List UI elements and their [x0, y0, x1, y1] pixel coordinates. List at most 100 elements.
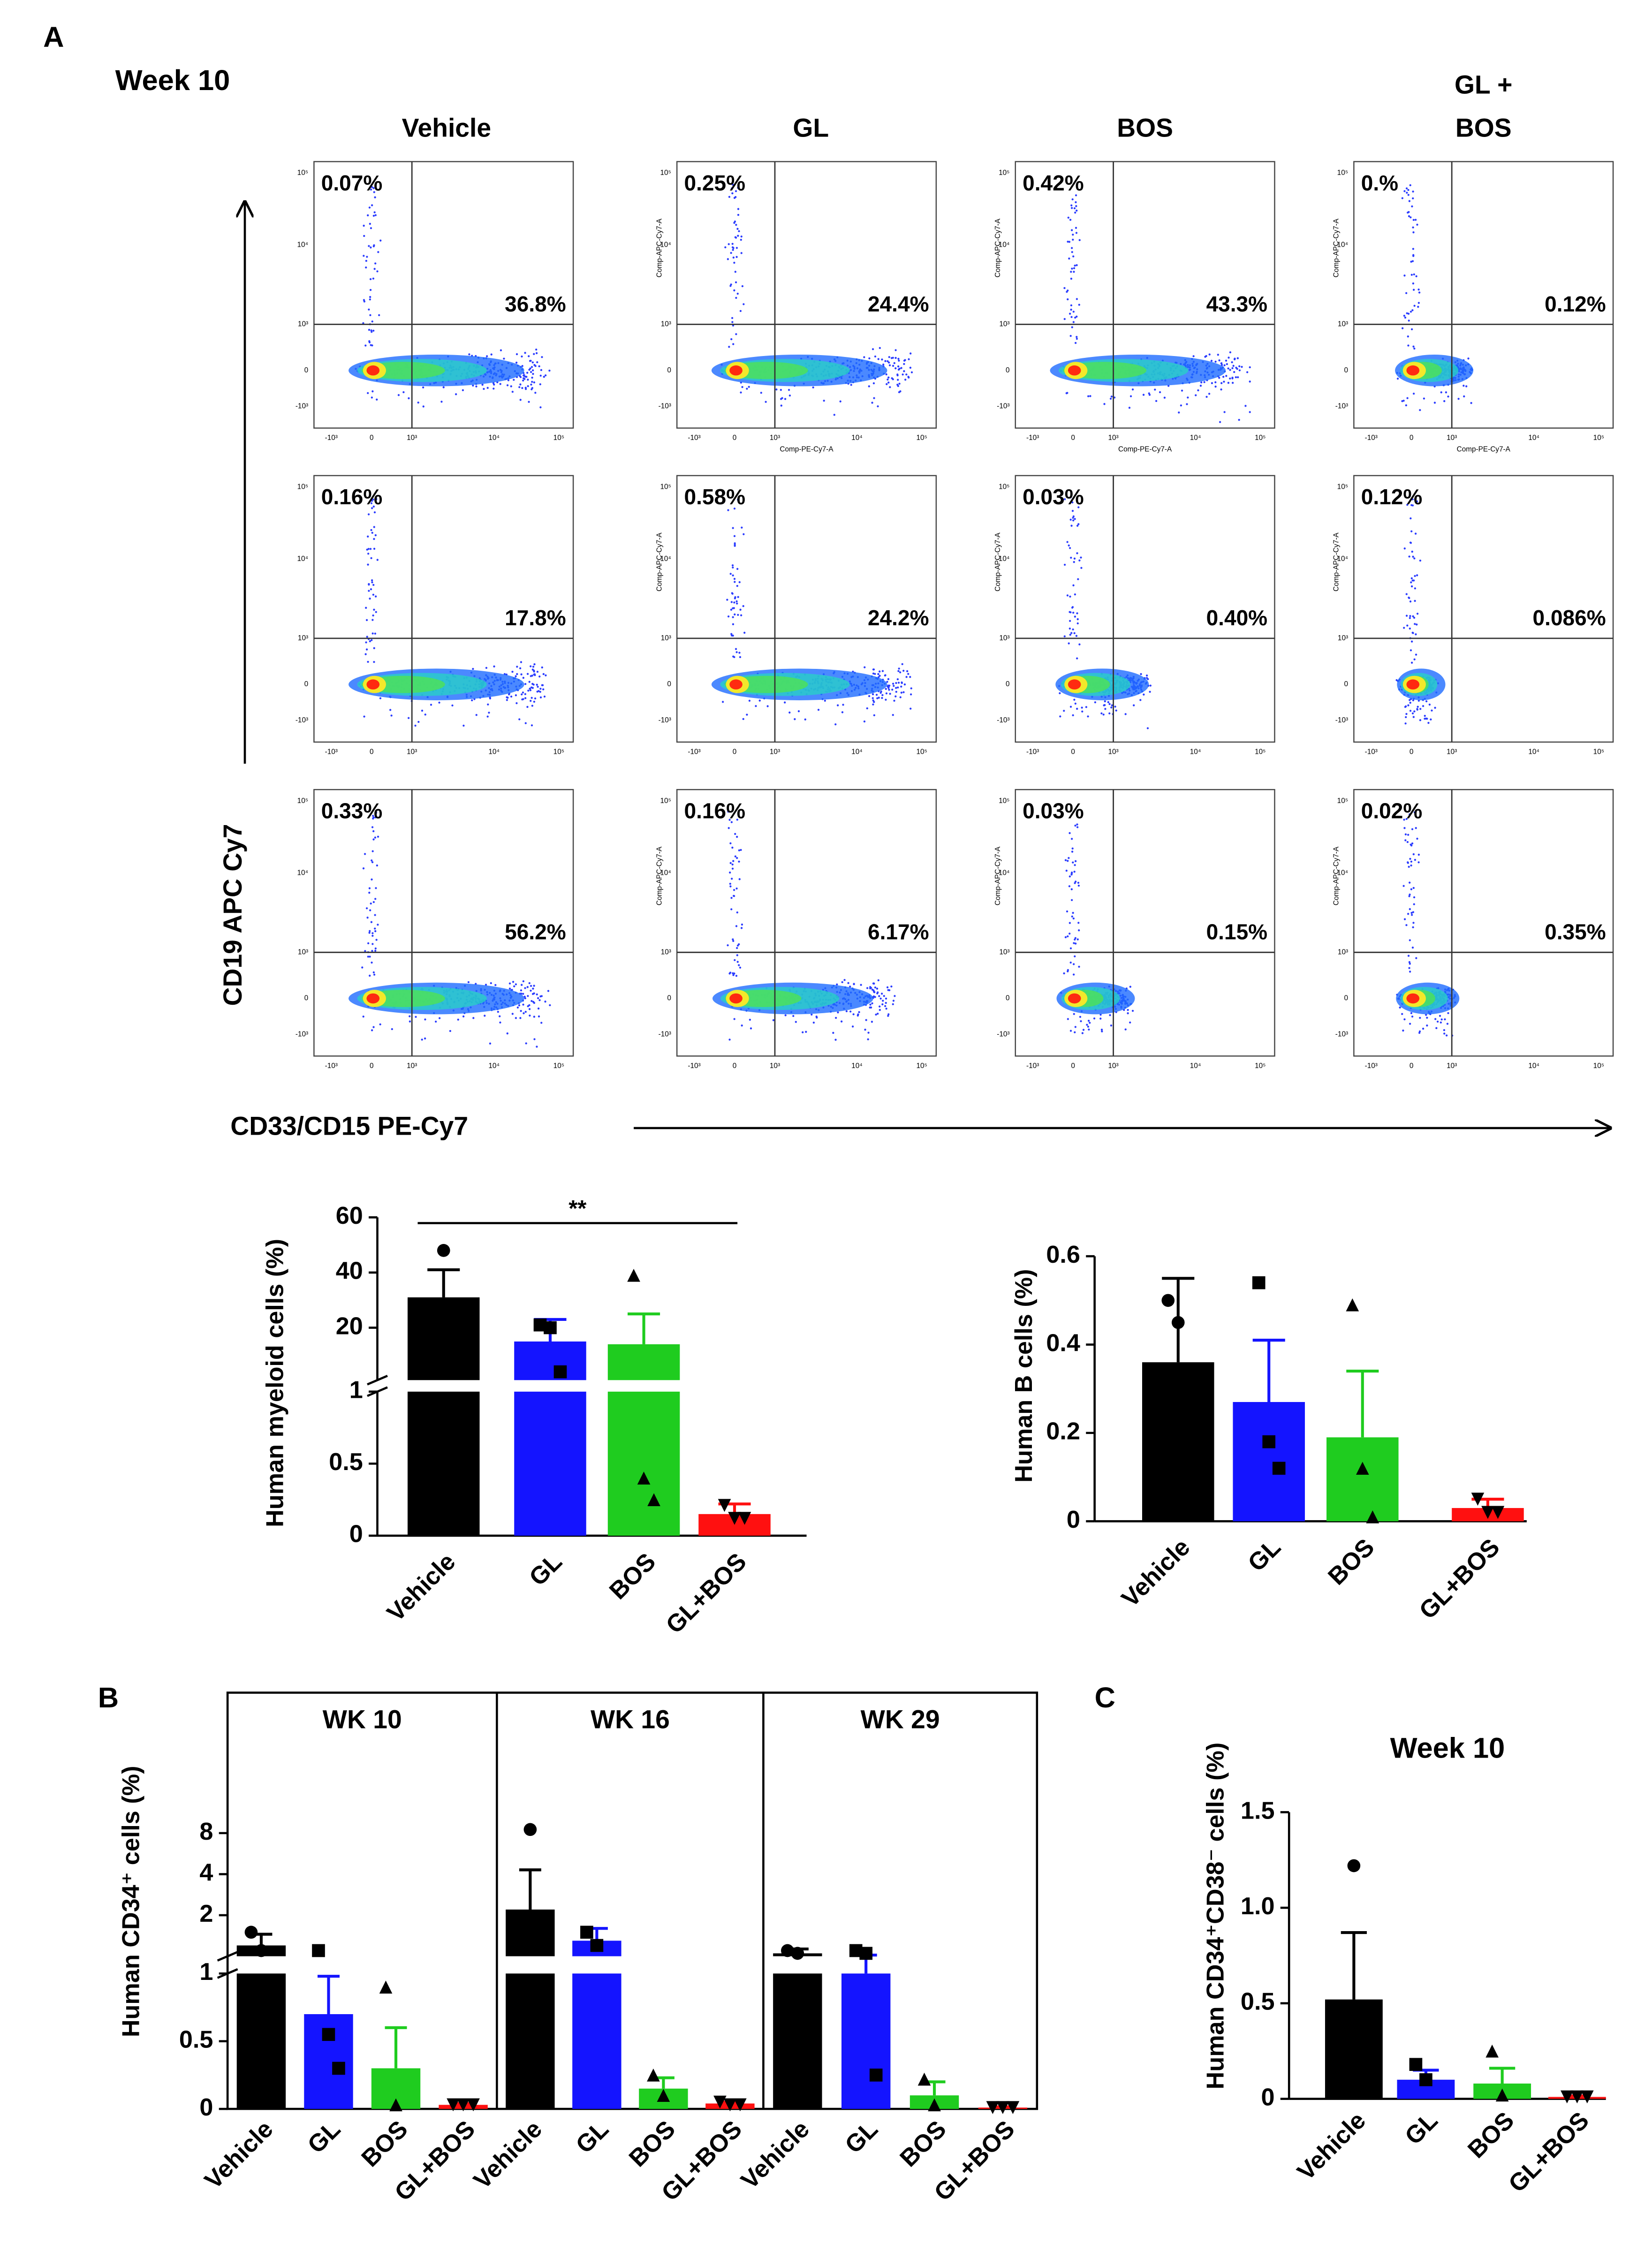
event-dot — [1142, 394, 1145, 396]
event-dot — [1075, 201, 1077, 204]
event-dot — [1412, 255, 1415, 257]
event-dot — [1069, 634, 1071, 636]
event-dot — [823, 400, 825, 402]
event-dot — [1069, 518, 1072, 521]
event-dot — [373, 661, 375, 663]
event-dot — [1075, 205, 1077, 207]
flow-x-tick: 10³ — [1447, 434, 1457, 442]
flow-y-param: Comp-APC-Cy7-A — [994, 846, 1002, 905]
event-dot — [740, 391, 742, 394]
event-dot — [540, 369, 543, 371]
event-dot — [872, 703, 874, 706]
event-dot — [731, 846, 734, 849]
event-dot — [472, 1017, 475, 1019]
event-dot — [536, 671, 539, 673]
event-dot — [372, 187, 375, 190]
event-dot — [1408, 200, 1411, 202]
event-dot — [1077, 523, 1080, 525]
event-dot — [1430, 718, 1432, 720]
event-dot — [1076, 315, 1078, 318]
event-dot — [1411, 947, 1414, 949]
event-dot — [492, 382, 495, 384]
event-dot — [366, 636, 368, 638]
event-dot — [1115, 709, 1117, 712]
event-dot — [1071, 251, 1073, 253]
gate-percent: 17.8% — [505, 606, 566, 630]
event-dot — [488, 712, 490, 714]
event-dot — [1440, 391, 1442, 394]
column-header: GL + — [1455, 70, 1512, 99]
event-dot — [371, 859, 373, 862]
gate-percent: 0.16% — [684, 799, 746, 823]
event-dot — [733, 656, 735, 658]
event-dot — [1440, 1021, 1442, 1024]
flow-x-tick: 10⁵ — [1593, 434, 1604, 442]
event-dot — [743, 533, 745, 536]
event-dot — [812, 1022, 815, 1024]
event-dot — [1074, 593, 1076, 596]
event-dot — [893, 685, 895, 687]
event-dot — [724, 246, 727, 249]
event-dot — [780, 404, 782, 407]
event-dot — [457, 1018, 459, 1021]
event-dot — [1076, 524, 1079, 527]
event-dot — [877, 979, 879, 982]
event-dot — [905, 676, 908, 678]
event-dot — [378, 314, 380, 317]
event-dot — [1238, 418, 1240, 421]
event-dot — [1110, 1024, 1113, 1027]
flow-x-tick: 10³ — [770, 1062, 780, 1070]
event-dot — [885, 1001, 887, 1004]
event-dot — [731, 867, 734, 870]
event-dot — [1433, 402, 1436, 404]
flow-x-tick: -10³ — [1365, 434, 1378, 442]
gate-percent: 6.17% — [868, 920, 929, 944]
event-dot — [1210, 360, 1213, 362]
flow-y-param: Comp-APC-Cy7-A — [655, 846, 663, 905]
bar — [572, 1973, 621, 2109]
event-dot — [748, 386, 750, 388]
event-dot — [737, 208, 740, 210]
event-dot — [530, 1000, 533, 1002]
x-tick-label: GL+BOS — [661, 1548, 752, 1639]
event-dot — [1070, 271, 1072, 273]
event-dot — [805, 1031, 807, 1033]
event-dot — [506, 1032, 508, 1035]
event-dot — [1087, 715, 1089, 718]
event-dot — [1077, 884, 1080, 887]
event-dot — [1059, 692, 1061, 695]
event-dot — [842, 704, 844, 706]
event-dot — [522, 379, 524, 382]
event-dot — [731, 878, 733, 880]
event-dot — [1069, 219, 1072, 221]
event-dot — [1440, 1018, 1443, 1021]
event-dot — [888, 356, 890, 358]
event-dot — [1412, 190, 1414, 193]
event-dot — [896, 373, 899, 376]
event-dot — [365, 259, 368, 262]
event-dot — [371, 934, 374, 937]
flow-x-tick: -10³ — [1026, 748, 1039, 756]
event-dot — [523, 995, 526, 998]
event-dot — [534, 365, 537, 367]
event-dot — [1094, 701, 1097, 704]
event-dot — [892, 1000, 895, 1002]
data-point — [244, 1925, 258, 1939]
event-dot — [885, 698, 887, 701]
event-dot — [1409, 908, 1411, 910]
event-dot — [512, 981, 515, 983]
event-dot — [1229, 369, 1231, 371]
event-dot — [1409, 699, 1411, 701]
event-dot — [1068, 544, 1070, 547]
event-dot — [1401, 400, 1403, 402]
event-dot — [1075, 227, 1077, 229]
event-dot — [824, 699, 826, 702]
event-dot — [1410, 216, 1412, 219]
event-dot — [734, 542, 736, 545]
event-dot — [900, 691, 903, 694]
event-dot — [370, 902, 372, 905]
event-dot — [1426, 718, 1428, 720]
event-dot — [886, 986, 889, 989]
flow-y-tick: 10⁵ — [999, 797, 1009, 805]
event-dot — [1409, 857, 1411, 860]
